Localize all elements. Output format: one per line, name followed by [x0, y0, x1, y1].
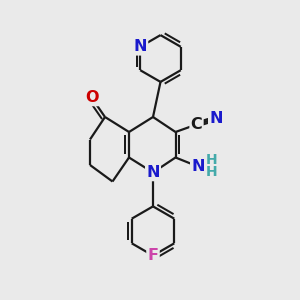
Text: C: C — [190, 117, 202, 132]
Text: N: N — [209, 111, 223, 126]
Text: F: F — [148, 248, 158, 263]
Text: H: H — [206, 166, 217, 179]
Text: N: N — [146, 165, 160, 180]
Text: H: H — [206, 154, 217, 167]
Text: N: N — [191, 159, 205, 174]
Text: N: N — [134, 39, 147, 54]
Text: O: O — [85, 90, 98, 105]
